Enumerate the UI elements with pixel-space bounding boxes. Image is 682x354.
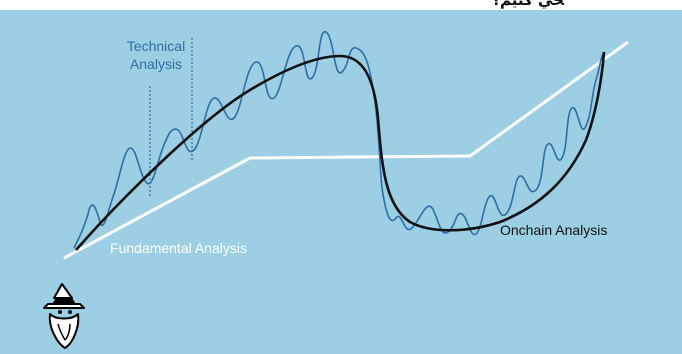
onchain-analysis-label: Onchain Analysis <box>500 222 608 238</box>
header-text: ﺤﻲ ﮐﻨﻴﻢ؟ <box>491 0 564 9</box>
onchain-line <box>75 51 606 251</box>
fundamental-analysis-label: Fundamental Analysis <box>110 240 247 256</box>
technical-analysis-label: Technical Analysis <box>118 37 194 73</box>
technical-label-line2: Analysis <box>129 56 183 72</box>
top-band: ﺤﻲ ﮐﻨﻴﻢ؟ <box>0 0 682 10</box>
wizard-icon <box>43 283 85 349</box>
technical-line <box>73 31 605 249</box>
fundamental-line <box>63 40 629 260</box>
technical-label-line1: Technical <box>126 38 186 54</box>
diagram-panel <box>0 10 682 354</box>
